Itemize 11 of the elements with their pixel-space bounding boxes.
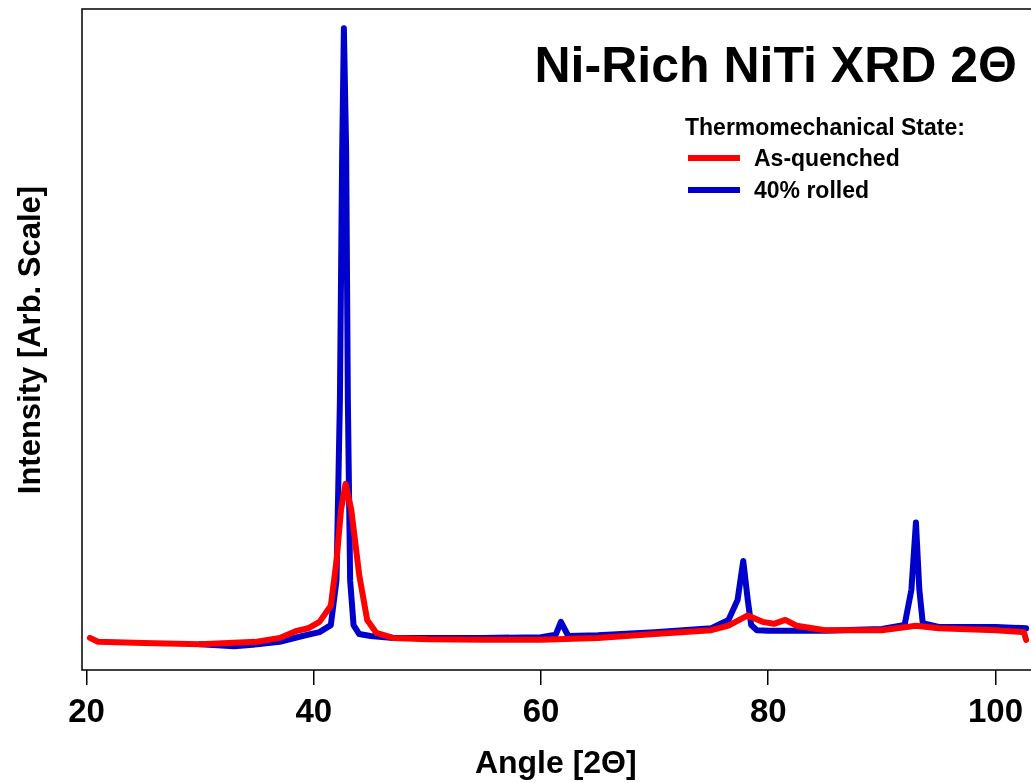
x-tick-label: 20 [68, 691, 105, 729]
legend-title: Thermomechanical State: [685, 113, 965, 142]
x-tick-label: 40 [295, 691, 333, 729]
x-axis-title: Angle [2Θ] [474, 743, 637, 780]
x-tick-label: 80 [749, 691, 787, 729]
legend-label: 40% rolled [754, 176, 870, 205]
x-tick-label: 60 [522, 691, 560, 729]
chart-title: Ni-Rich NiTi XRD 2Θ [534, 36, 1017, 94]
legend-label: As-quenched [754, 144, 900, 173]
y-axis-title: Intensity [Arb. Scale] [12, 185, 48, 495]
x-tick-label: 100 [967, 691, 1023, 729]
